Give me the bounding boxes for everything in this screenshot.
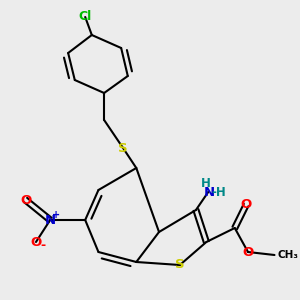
Text: O: O	[242, 245, 253, 259]
Text: H: H	[200, 177, 210, 190]
Text: +: +	[52, 211, 61, 220]
Text: O: O	[241, 199, 252, 212]
Text: N: N	[204, 185, 215, 199]
Text: O: O	[20, 194, 31, 206]
Text: Cl: Cl	[79, 11, 92, 23]
Text: O: O	[30, 236, 42, 248]
Text: N: N	[45, 214, 56, 226]
Text: -: -	[40, 239, 45, 252]
Text: S: S	[175, 259, 185, 272]
Text: S: S	[118, 142, 128, 154]
Text: -H: -H	[212, 185, 226, 199]
Text: CH₃: CH₃	[278, 250, 299, 260]
